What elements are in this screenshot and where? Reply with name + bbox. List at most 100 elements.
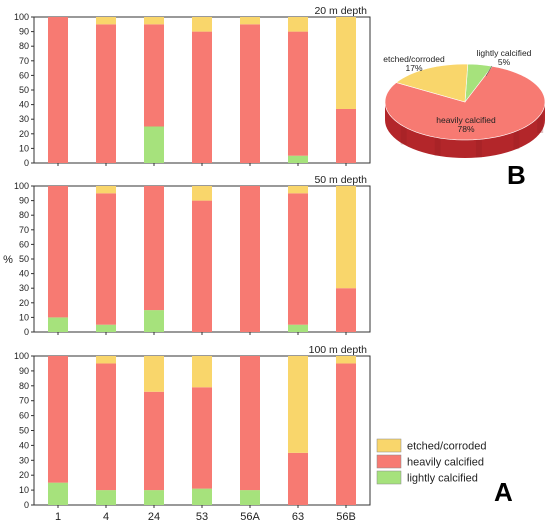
bar-segment-etched-corroded [96, 17, 116, 25]
y-tick-label: 100 [14, 351, 29, 361]
pie-slice-heavily-calcified [384, 65, 546, 141]
y-tick-label: 30 [19, 114, 29, 124]
bar-segment-lightly-calcified [144, 126, 164, 163]
y-tick-label: 40 [19, 440, 29, 450]
bar-segment-etched-corroded [288, 17, 308, 32]
panel-title: 50 m depth [314, 174, 367, 186]
bar-segment-heavily-calcified [48, 17, 68, 163]
bar-segment-heavily-calcified [96, 363, 116, 491]
legend-swatch [376, 454, 402, 469]
y-tick-label: 10 [19, 312, 29, 322]
bar-segment-lightly-calcified [48, 482, 68, 505]
bar-segment-lightly-calcified [96, 324, 116, 332]
y-tick-label: 10 [19, 485, 29, 495]
bar-segment-heavily-calcified [240, 356, 260, 491]
bar-panel-2: 0 10 20 30 40 50 60 70 80 90 100 50 m depth% [3, 174, 371, 337]
y-tick-label: 50 [19, 85, 29, 95]
bar-segment-heavily-calcified [288, 193, 308, 325]
y-tick-label: 60 [19, 70, 29, 80]
legend: etched/corroded heavily calcified lightly … [376, 438, 487, 485]
bar-segment-heavily-calcified [288, 31, 308, 156]
y-axis-label: % [3, 254, 13, 266]
bar-segment-heavily-calcified [144, 24, 164, 127]
bar-segment-heavily-calcified [192, 31, 212, 163]
x-tick-label: 63 [292, 511, 304, 523]
bar-segment-etched-corroded [336, 356, 356, 364]
y-tick-label: 90 [19, 27, 29, 37]
y-tick-label: 100 [14, 12, 29, 22]
bar-segment-etched-corroded [192, 17, 212, 32]
legend-label: heavily calcified [407, 457, 484, 469]
bar-segment-etched-corroded [288, 186, 308, 194]
bar-segment-lightly-calcified [144, 490, 164, 505]
x-tick-label: 56B [336, 511, 356, 523]
y-tick-label: 40 [19, 100, 29, 110]
legend-item: lightly calcified [376, 470, 478, 485]
pie-label: lightly calcified [477, 48, 532, 58]
panel-title: 20 m depth [314, 5, 367, 17]
legend-label: lightly calcified [407, 473, 478, 485]
x-tick-label: 24 [148, 511, 160, 523]
pie-label: etched/corroded [383, 54, 445, 64]
bar-segment-etched-corroded [96, 356, 116, 364]
bar-segment-lightly-calcified [96, 490, 116, 505]
bar-segment-etched-corroded [144, 356, 164, 392]
y-tick-label: 70 [19, 396, 29, 406]
pie-value-label: 5% [498, 57, 511, 67]
bar-segment-etched-corroded [192, 356, 212, 388]
legend-item: etched/corroded [376, 438, 487, 453]
bar-segment-heavily-calcified [240, 186, 260, 332]
legend-label: etched/corroded [407, 441, 487, 453]
bar-segment-heavily-calcified [96, 24, 116, 163]
bar-segment-etched-corroded [336, 17, 356, 109]
y-tick-label: 50 [19, 254, 29, 264]
bar-segment-heavily-calcified [144, 391, 164, 491]
bar-panel-3: 0 10 20 30 40 50 60 70 80 90 100 1 4 24 53 56A 63 56B 100 … [14, 344, 371, 523]
pie-slices [384, 63, 546, 141]
bar-panels: 0 10 20 30 40 50 60 70 80 90 100 20 m depth 0 10 20 30 4… [3, 5, 371, 523]
y-tick-label: 70 [19, 56, 29, 66]
legend-swatch [376, 438, 402, 453]
y-tick-label: 20 [19, 129, 29, 139]
bar-segment-heavily-calcified [192, 200, 212, 332]
y-tick-label: 60 [19, 239, 29, 249]
pie-value-label: 78% [457, 124, 474, 134]
y-tick-label: 20 [19, 470, 29, 480]
bar-segment-lightly-calcified [144, 310, 164, 332]
bar-segment-heavily-calcified [336, 288, 356, 332]
bar-segment-heavily-calcified [240, 24, 260, 163]
bar-segment-heavily-calcified [48, 356, 68, 483]
y-tick-label: 0 [24, 158, 29, 168]
y-tick-label: 50 [19, 426, 29, 436]
bar-segment-heavily-calcified [336, 108, 356, 163]
bar-panel-1: 0 10 20 30 40 50 60 70 80 90 100 20 m depth [14, 5, 371, 168]
y-tick-label: 90 [19, 366, 29, 376]
bar-segment-lightly-calcified [48, 317, 68, 332]
bar-segment-etched-corroded [96, 186, 116, 194]
x-tick-label: 1 [55, 511, 61, 523]
y-tick-label: 10 [19, 143, 29, 153]
bar-segment-heavily-calcified [144, 186, 164, 311]
y-tick-label: 100 [14, 181, 29, 191]
bar-segment-heavily-calcified [336, 363, 356, 505]
bar-segment-lightly-calcified [288, 324, 308, 332]
x-tick-label: 4 [103, 511, 109, 523]
bar-segment-etched-corroded [144, 17, 164, 25]
y-tick-label: 90 [19, 196, 29, 206]
y-tick-label: 80 [19, 210, 29, 220]
panel-letter-b: B [507, 160, 526, 190]
panel-title: 100 m depth [309, 344, 368, 356]
bar-segment-etched-corroded [336, 186, 356, 289]
bar-segment-lightly-calcified [192, 488, 212, 505]
y-tick-label: 30 [19, 455, 29, 465]
pie-side [385, 102, 545, 158]
legend-swatch [376, 470, 402, 485]
x-tick-label: 56A [240, 511, 260, 523]
pie-value-label: 17% [405, 63, 422, 73]
pie-leader-line [485, 65, 493, 77]
y-tick-label: 60 [19, 411, 29, 421]
y-tick-label: 0 [24, 327, 29, 337]
